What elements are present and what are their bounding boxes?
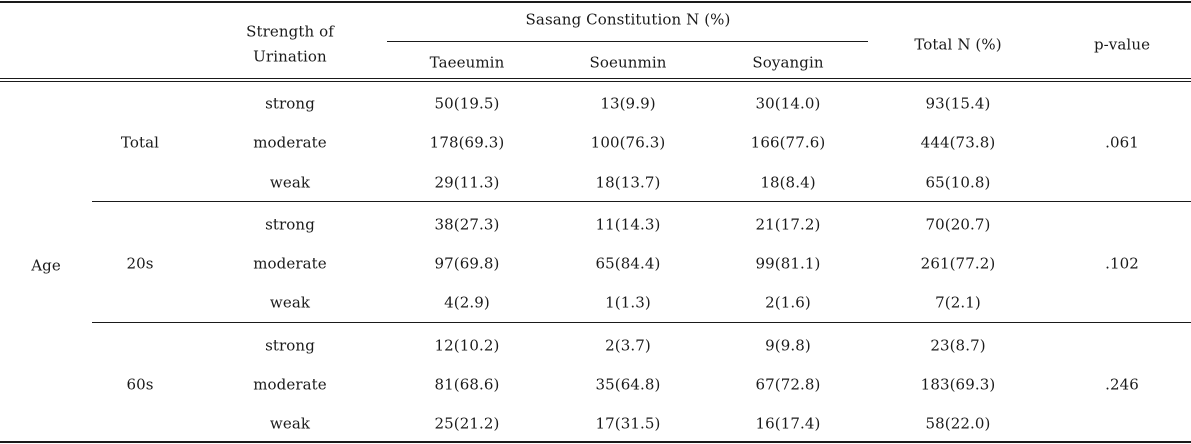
header-soeunmin: Soeunmin bbox=[589, 53, 667, 72]
header-strength-line2: Urination bbox=[253, 47, 327, 66]
group-name: 20s bbox=[126, 254, 154, 273]
taeeumin-cell: 178(69.3) bbox=[429, 133, 505, 152]
header-taeeumin: Taeeumin bbox=[429, 53, 505, 72]
group-header-rule bbox=[387, 41, 868, 42]
strength-cell: weak bbox=[269, 173, 311, 192]
soeunmin-cell: 35(64.8) bbox=[595, 375, 661, 394]
soyangin-cell: 30(14.0) bbox=[755, 94, 821, 113]
group-pvalue: .102 bbox=[1105, 254, 1139, 273]
total-cell: 23(8.7) bbox=[930, 336, 986, 355]
strength-cell: strong bbox=[265, 94, 315, 113]
header-bottom-rule bbox=[0, 78, 1191, 79]
bottom-rule bbox=[0, 441, 1191, 443]
soeunmin-cell: 17(31.5) bbox=[595, 414, 661, 433]
taeeumin-cell: 12(10.2) bbox=[434, 336, 500, 355]
soeunmin-cell: 18(13.7) bbox=[595, 173, 661, 192]
soyangin-cell: 2(1.6) bbox=[765, 293, 811, 312]
group-divider-1 bbox=[92, 201, 1191, 202]
total-cell: 70(20.7) bbox=[925, 215, 991, 234]
total-cell: 261(77.2) bbox=[920, 254, 996, 273]
taeeumin-cell: 97(69.8) bbox=[434, 254, 500, 273]
soeunmin-cell: 13(9.9) bbox=[600, 94, 656, 113]
top-rule bbox=[0, 1, 1191, 3]
strength-cell: moderate bbox=[253, 254, 327, 273]
soeunmin-cell: 65(84.4) bbox=[595, 254, 661, 273]
soyangin-cell: 9(9.8) bbox=[765, 336, 811, 355]
taeeumin-cell: 4(2.9) bbox=[444, 293, 490, 312]
soyangin-cell: 67(72.8) bbox=[755, 375, 821, 394]
strength-cell: moderate bbox=[253, 375, 327, 394]
total-cell: 444(73.8) bbox=[920, 133, 996, 152]
group-name: 60s bbox=[126, 375, 154, 394]
header-bottom-rule-2 bbox=[0, 81, 1191, 82]
total-cell: 58(22.0) bbox=[925, 414, 991, 433]
row-label-age: Age bbox=[31, 256, 61, 275]
header-soyangin: Soyangin bbox=[752, 53, 824, 72]
header-pvalue: p-value bbox=[1093, 35, 1151, 54]
taeeumin-cell: 38(27.3) bbox=[434, 215, 500, 234]
taeeumin-cell: 81(68.6) bbox=[434, 375, 500, 394]
header-total: Total N (%) bbox=[914, 35, 1002, 54]
strength-cell: moderate bbox=[253, 133, 327, 152]
soeunmin-cell: 100(76.3) bbox=[590, 133, 666, 152]
group-name: Total bbox=[120, 133, 160, 152]
soeunmin-cell: 1(1.3) bbox=[605, 293, 651, 312]
header-group-title: Sasang Constitution N (%) bbox=[525, 10, 731, 29]
strength-cell: strong bbox=[265, 336, 315, 355]
strength-cell: weak bbox=[269, 293, 311, 312]
group-pvalue: .246 bbox=[1105, 375, 1139, 394]
soeunmin-cell: 2(3.7) bbox=[605, 336, 651, 355]
strength-cell: weak bbox=[269, 414, 311, 433]
group-pvalue: .061 bbox=[1105, 133, 1139, 152]
soyangin-cell: 16(17.4) bbox=[755, 414, 821, 433]
soeunmin-cell: 11(14.3) bbox=[595, 215, 661, 234]
strength-cell: strong bbox=[265, 215, 315, 234]
taeeumin-cell: 25(21.2) bbox=[434, 414, 500, 433]
taeeumin-cell: 29(11.3) bbox=[434, 173, 500, 192]
group-divider-2 bbox=[92, 322, 1191, 323]
total-cell: 65(10.8) bbox=[925, 173, 991, 192]
soyangin-cell: 166(77.6) bbox=[750, 133, 826, 152]
header-strength-line1: Strength of bbox=[246, 22, 334, 41]
total-cell: 183(69.3) bbox=[920, 375, 996, 394]
soyangin-cell: 21(17.2) bbox=[755, 215, 821, 234]
soyangin-cell: 18(8.4) bbox=[760, 173, 816, 192]
total-cell: 93(15.4) bbox=[925, 94, 991, 113]
total-cell: 7(2.1) bbox=[935, 293, 981, 312]
soyangin-cell: 99(81.1) bbox=[755, 254, 821, 273]
taeeumin-cell: 50(19.5) bbox=[434, 94, 500, 113]
